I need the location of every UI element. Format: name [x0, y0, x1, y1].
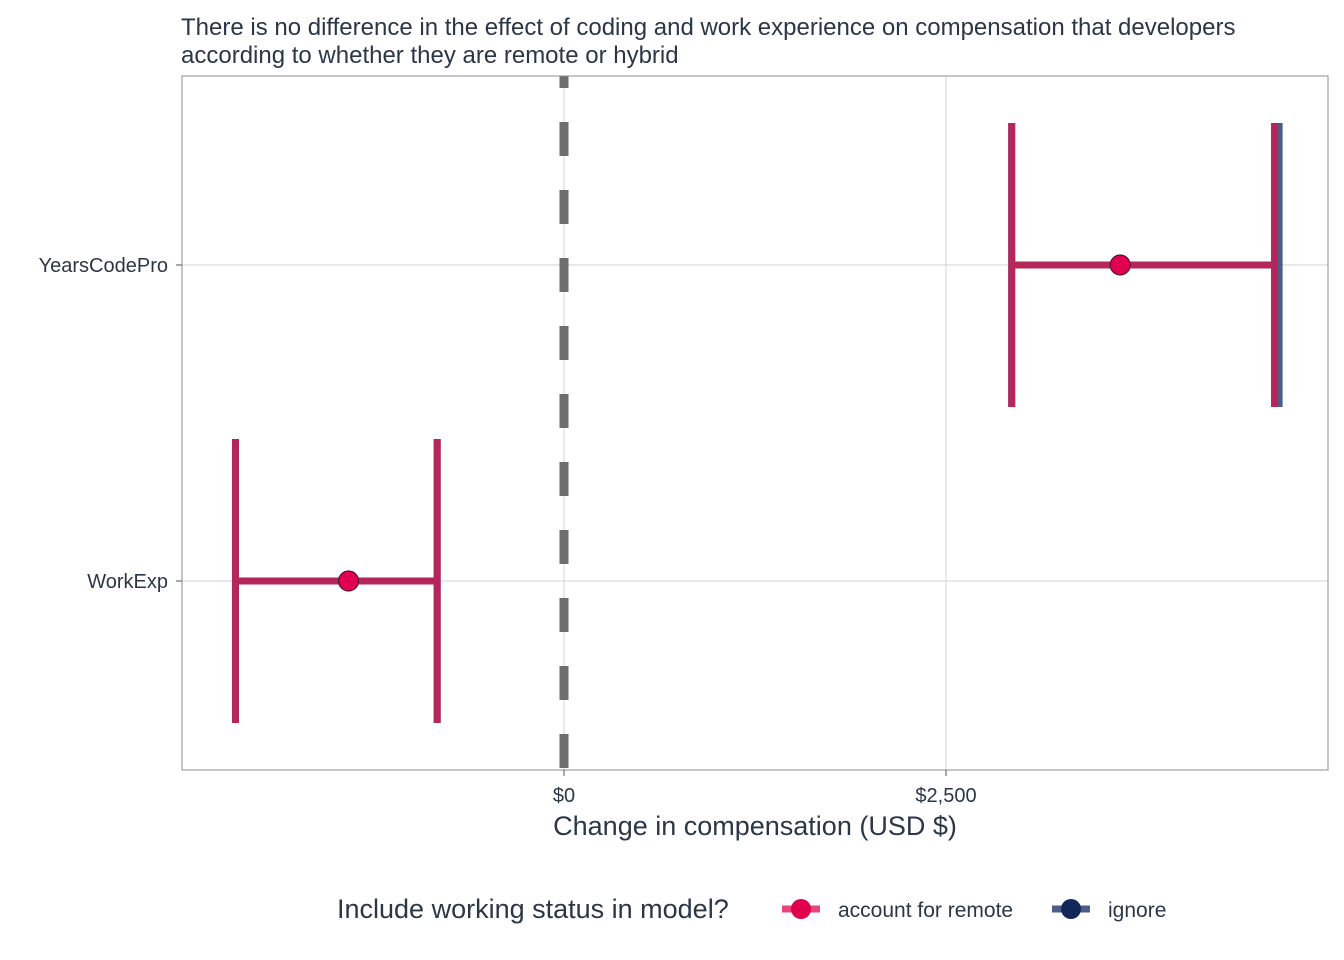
- legend-label: ignore: [1108, 899, 1166, 922]
- x-tick-label: $0: [553, 785, 575, 807]
- grid-lines: [182, 76, 1328, 770]
- estimate-YearsCodePro: [1008, 123, 1279, 407]
- estimate-WorkExp: [231, 439, 441, 723]
- legend-item: ignore: [1052, 899, 1166, 922]
- legend-key-dot: [791, 899, 811, 919]
- legend-key-dot: [1061, 899, 1081, 919]
- x-axis-title: Change in compensation (USD $): [553, 811, 957, 841]
- x-axis-ticks: $0 $2,500: [553, 770, 977, 807]
- legend-items: account for remote ignore: [782, 899, 1166, 922]
- chart-subtitle: according to whether they are remote or …: [181, 42, 679, 69]
- y-tick-label: WorkExp: [87, 571, 168, 593]
- chart-title: There is no difference in the effect of …: [181, 14, 1236, 41]
- legend: Include working status in model? account…: [337, 894, 1166, 924]
- legend-label: account for remote: [838, 899, 1013, 922]
- legend-item: account for remote: [782, 899, 1013, 922]
- estimate-point: [1109, 254, 1131, 276]
- estimate-point: [338, 570, 360, 592]
- x-tick-label: $2,500: [915, 785, 976, 807]
- legend-title: Include working status in model?: [337, 894, 729, 924]
- panel-border: [181, 75, 1329, 771]
- estimate-marks: [231, 123, 1283, 723]
- y-tick-label: YearsCodePro: [39, 255, 168, 277]
- y-axis-ticks: YearsCodePro WorkExp: [39, 255, 182, 593]
